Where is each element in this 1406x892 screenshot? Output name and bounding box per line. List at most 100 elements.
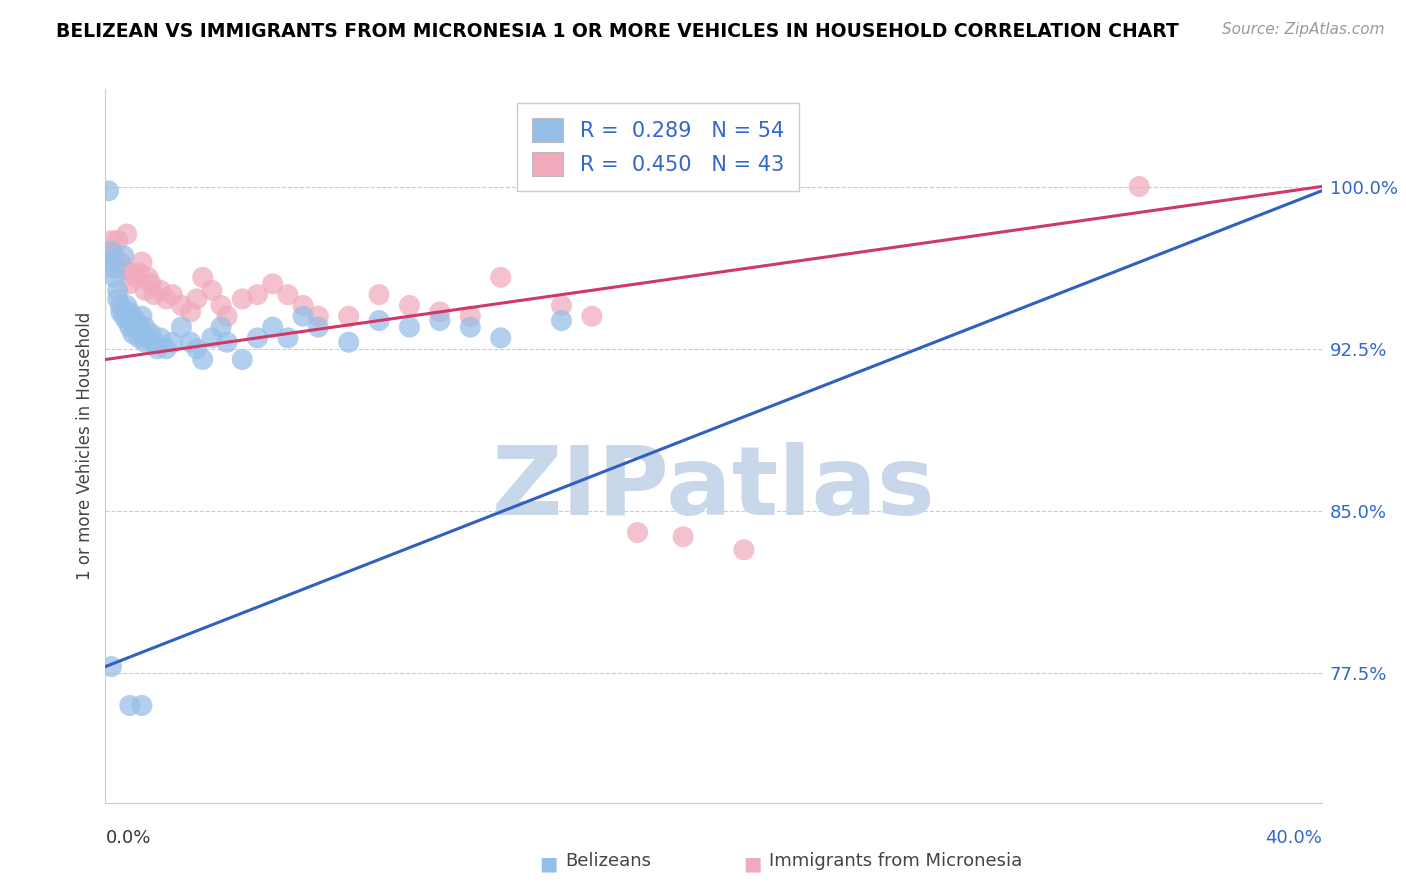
Point <box>398 298 420 312</box>
Point <box>97 184 120 198</box>
Point <box>262 277 284 291</box>
Point <box>489 331 512 345</box>
Point <box>458 310 481 324</box>
Text: Belizeans: Belizeans <box>565 852 651 870</box>
Point <box>626 525 648 540</box>
Point <box>110 305 132 319</box>
Point <box>118 305 141 319</box>
Point <box>110 298 132 312</box>
Point <box>550 298 572 312</box>
Point <box>217 310 239 324</box>
Point <box>100 234 122 248</box>
Point <box>131 698 153 713</box>
Y-axis label: 1 or more Vehicles in Household: 1 or more Vehicles in Household <box>76 312 94 580</box>
Point <box>121 310 143 324</box>
Point <box>134 335 156 350</box>
Point <box>128 266 150 280</box>
Point <box>112 310 135 324</box>
Point <box>201 283 224 297</box>
Point <box>429 313 451 327</box>
Point <box>292 310 315 324</box>
Point <box>191 352 214 367</box>
Point <box>550 313 572 327</box>
Point <box>201 331 224 345</box>
Point <box>581 310 603 324</box>
Point <box>149 331 172 345</box>
Point <box>231 352 253 367</box>
Text: 0.0%: 0.0% <box>105 829 150 847</box>
Text: ■: ■ <box>538 855 558 873</box>
Text: Source: ZipAtlas.com: Source: ZipAtlas.com <box>1222 22 1385 37</box>
Point <box>118 320 141 334</box>
Point <box>136 331 159 345</box>
Point <box>107 283 129 297</box>
Point <box>112 249 135 263</box>
Point <box>121 326 143 341</box>
Point <box>107 292 129 306</box>
Point <box>180 335 202 350</box>
Point <box>307 320 329 334</box>
Point <box>128 320 150 334</box>
Point <box>155 342 177 356</box>
Point <box>170 320 193 334</box>
Point <box>125 313 148 327</box>
Point <box>337 335 360 350</box>
Point <box>209 320 232 334</box>
Text: ZIPatlas: ZIPatlas <box>492 442 935 535</box>
Point <box>103 261 125 276</box>
Point <box>733 542 755 557</box>
Point <box>118 698 141 713</box>
Point <box>1128 179 1150 194</box>
Point <box>115 298 138 312</box>
Point <box>246 331 269 345</box>
Point <box>186 292 208 306</box>
Point <box>368 287 391 301</box>
Point <box>118 277 141 291</box>
Point <box>112 261 135 276</box>
Text: BELIZEAN VS IMMIGRANTS FROM MICRONESIA 1 OR MORE VEHICLES IN HOUSEHOLD CORRELATI: BELIZEAN VS IMMIGRANTS FROM MICRONESIA 1… <box>56 22 1180 41</box>
Point <box>217 335 239 350</box>
Point <box>262 320 284 334</box>
Point <box>110 255 132 269</box>
Point <box>107 234 129 248</box>
Point <box>146 342 169 356</box>
Point <box>125 270 148 285</box>
Point <box>180 305 202 319</box>
Point <box>246 287 269 301</box>
Point <box>103 249 125 263</box>
Point <box>209 298 232 312</box>
Point <box>100 659 122 673</box>
Point <box>121 266 143 280</box>
Point <box>429 305 451 319</box>
Point <box>139 326 162 341</box>
Point <box>100 255 122 269</box>
Point <box>307 310 329 324</box>
Point <box>191 270 214 285</box>
Point <box>672 530 695 544</box>
Point <box>143 287 166 301</box>
Point <box>128 331 150 345</box>
Point <box>277 287 299 301</box>
Point <box>131 255 153 269</box>
Point <box>155 292 177 306</box>
Point <box>277 331 299 345</box>
Point <box>398 320 420 334</box>
Text: Immigrants from Micronesia: Immigrants from Micronesia <box>769 852 1022 870</box>
Point <box>458 320 481 334</box>
Point <box>100 244 122 259</box>
Point <box>125 320 148 334</box>
Point <box>139 277 162 291</box>
Point <box>170 298 193 312</box>
Point <box>337 310 360 324</box>
Point <box>136 270 159 285</box>
Point <box>186 342 208 356</box>
Point <box>134 320 156 334</box>
Text: ■: ■ <box>742 855 762 873</box>
Text: 40.0%: 40.0% <box>1265 829 1322 847</box>
Point <box>149 283 172 297</box>
Point <box>162 335 184 350</box>
Point <box>115 313 138 327</box>
Point <box>115 227 138 241</box>
Point <box>231 292 253 306</box>
Point <box>143 335 166 350</box>
